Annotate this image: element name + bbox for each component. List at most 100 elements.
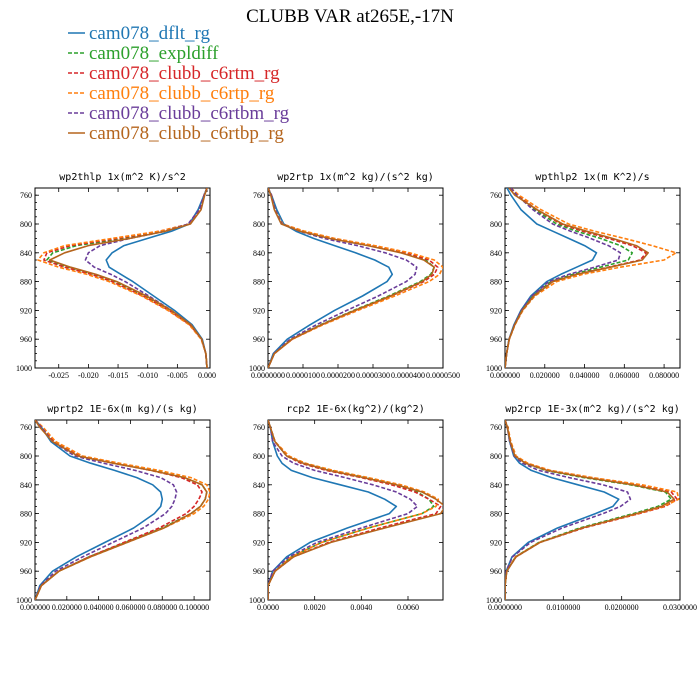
y-tick-label: 760 — [253, 423, 265, 432]
y-tick-label: 880 — [253, 510, 265, 519]
x-tick-label: 0.0000400 — [391, 371, 425, 380]
y-tick-label: 960 — [20, 567, 32, 576]
y-tick-label: 840 — [253, 481, 265, 490]
y-tick-label: 800 — [490, 220, 502, 229]
y-tick-label: 800 — [20, 220, 32, 229]
figure-title: CLUBB VAR at265E,-17N — [246, 6, 454, 27]
panels-grid: wp2thlp 1x(m^2 K)/s^2 760 800 840 880 920 960 1… — [16, 172, 697, 612]
series-line-cam078_dflt_rg — [268, 420, 398, 600]
y-tick-label: 920 — [253, 538, 265, 547]
series-group — [268, 420, 443, 600]
y-tick-label: 800 — [490, 452, 502, 461]
legend-entry: cam078_dflt_rg — [68, 23, 211, 44]
legend-label: cam078_expldiff — [89, 43, 219, 64]
x-tick-label: -0.020 — [78, 371, 99, 380]
x-tick-label: 0.0040 — [350, 603, 372, 612]
x-tick-label: 0.080000 — [649, 371, 679, 380]
x-tick-label: 0.000000 — [490, 371, 520, 380]
panel-frame — [504, 419, 681, 601]
series-line-cam078_expldiff — [268, 420, 435, 600]
y-tick-label: 880 — [20, 510, 32, 519]
legend-entry: cam078_expldiff — [68, 43, 219, 64]
legend-label: cam078_clubb_c6rtbm_rg — [89, 103, 290, 124]
series-line-cam078_clubb_c6rtbp_rg — [268, 188, 436, 368]
series-line-cam078_clubb_c6rtp_rg — [505, 188, 677, 368]
x-tick-label: 0.040000 — [84, 603, 114, 612]
x-tick-label: 0.000000 — [20, 603, 50, 612]
panel-frame — [34, 187, 211, 369]
x-tick-label: 0.080000 — [147, 603, 177, 612]
y-tick-label: 1000 — [249, 364, 265, 373]
y-tick-label: 760 — [490, 191, 502, 200]
y-tick-label: 760 — [253, 191, 265, 200]
y-tick-label: 1000 — [16, 364, 32, 373]
panel-title: wp2rcp 1E-3x(m^2 kg)/(s^2 kg) — [505, 404, 680, 415]
x-tick-label: 0.060000 — [609, 371, 639, 380]
panel: wpthlp2 1x(m K^2)/s 760 800 840 880 920 960 100… — [486, 172, 681, 380]
x-tick-label: 0.0300000 — [663, 603, 697, 612]
x-tick-label: 0.0200000 — [605, 603, 639, 612]
series-group — [268, 188, 443, 368]
series-line-cam078_dflt_rg — [505, 420, 620, 600]
panel: wp2rtp 1x(m^2 kg)/(s^2 kg) 760 800 840 880 92… — [249, 172, 460, 380]
series-line-cam078_clubb_c6rtp_rg — [37, 188, 208, 368]
legend-label: cam078_clubb_c6rtp_rg — [89, 83, 275, 104]
panel-title: rcp2 1E-6x(kg^2)/(kg^2) — [286, 404, 424, 415]
panel-frame — [504, 187, 681, 369]
x-tick-label: 0.000 — [198, 371, 216, 380]
y-tick-label: 880 — [490, 278, 502, 287]
x-tick-label: -0.015 — [108, 371, 129, 380]
series-line-cam078_clubb_c6rtbm_rg — [268, 420, 419, 600]
x-tick-label: 0.0000200 — [321, 371, 355, 380]
x-tick-label: -0.005 — [167, 371, 188, 380]
panel-title: wprtp2 1E-6x(m kg)/(s kg) — [47, 404, 198, 415]
series-line-cam078_dflt_rg — [268, 188, 394, 368]
y-tick-label: 840 — [20, 481, 32, 490]
x-tick-label: 0.0000000 — [251, 371, 285, 380]
series-line-cam078_clubb_c6rtm_rg — [268, 188, 439, 368]
x-tick-label: 0.0060 — [397, 603, 419, 612]
y-tick-label: 920 — [490, 538, 502, 547]
series-line-cam078_clubb_c6rtbp_rg — [505, 420, 675, 600]
y-tick-label: 920 — [20, 538, 32, 547]
x-tick-label: 0.0000000 — [488, 603, 522, 612]
y-tick-label: 840 — [490, 249, 502, 258]
panel-title: wp2rtp 1x(m^2 kg)/(s^2 kg) — [277, 172, 434, 183]
series-group — [35, 420, 210, 600]
panel-frame — [267, 187, 444, 369]
panel: rcp2 1E-6x(kg^2)/(kg^2) 760 800 840 880 920 96… — [249, 404, 444, 612]
panel-frame — [267, 419, 444, 601]
x-tick-label: 0.0020 — [304, 603, 326, 612]
y-tick-label: 760 — [20, 191, 32, 200]
y-tick-label: 880 — [490, 510, 502, 519]
series-line-cam078_clubb_c6rtbm_rg — [505, 420, 632, 600]
series-group — [505, 188, 677, 368]
series-line-cam078_clubb_c6rtp_rg — [505, 420, 680, 600]
panel: wp2thlp 1x(m^2 K)/s^2 760 800 840 880 920 960 1… — [16, 172, 216, 380]
x-tick-label: 0.100000 — [179, 603, 209, 612]
y-tick-label: 960 — [253, 567, 265, 576]
y-tick-label: 880 — [20, 278, 32, 287]
x-tick-label: -0.025 — [48, 371, 69, 380]
panel: wp2rcp 1E-3x(m^2 kg)/(s^2 kg)760 800 840 88… — [486, 404, 697, 612]
y-tick-label: 960 — [490, 567, 502, 576]
y-tick-label: 960 — [253, 335, 265, 344]
y-tick-label: 920 — [20, 306, 32, 315]
series-line-cam078_expldiff — [268, 188, 436, 368]
legend-label: cam078_clubb_c6rtm_rg — [89, 63, 280, 84]
y-tick-label: 880 — [253, 278, 265, 287]
legend-entry: cam078_clubb_c6rtbm_rg — [68, 103, 290, 124]
y-tick-label: 1000 — [486, 596, 502, 605]
series-line-cam078_dflt_rg — [35, 420, 164, 600]
legend-entry: cam078_clubb_c6rtbp_rg — [68, 123, 284, 144]
series-line-cam078_clubb_c6rtbm_rg — [84, 188, 208, 368]
y-tick-label: 800 — [20, 452, 32, 461]
x-tick-label: 0.040000 — [570, 371, 600, 380]
series-line-cam078_clubb_c6rtp_rg — [268, 420, 440, 600]
y-tick-label: 1000 — [486, 364, 502, 373]
y-tick-label: 960 — [490, 335, 502, 344]
y-tick-label: 840 — [20, 249, 32, 258]
y-tick-label: 800 — [253, 452, 265, 461]
legend-entry: cam078_clubb_c6rtm_rg — [68, 63, 280, 84]
